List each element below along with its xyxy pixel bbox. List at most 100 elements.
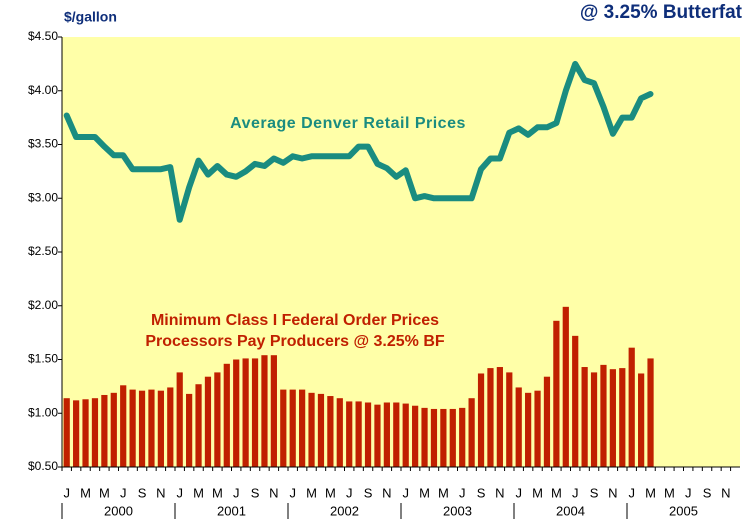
bar bbox=[638, 373, 645, 467]
bar bbox=[233, 359, 240, 467]
bar bbox=[430, 408, 438, 467]
bar bbox=[534, 390, 541, 467]
bar bbox=[647, 358, 654, 467]
x-tick-label: J bbox=[63, 485, 70, 500]
x-tick-label: N bbox=[156, 485, 165, 500]
bar bbox=[609, 369, 616, 467]
x-tick-label: N bbox=[269, 485, 278, 500]
y-tick-label: $4.50 bbox=[28, 29, 58, 43]
bar bbox=[402, 403, 409, 467]
x-tick-label: S bbox=[703, 485, 712, 500]
x-tick-label: J bbox=[572, 485, 579, 500]
year-label: 2005 bbox=[669, 503, 698, 518]
bar bbox=[412, 405, 419, 467]
bar bbox=[619, 368, 626, 467]
bar bbox=[195, 384, 202, 467]
year-label: 2004 bbox=[556, 503, 585, 518]
x-tick-label: M bbox=[664, 485, 675, 500]
bar bbox=[468, 398, 475, 467]
x-tick-label: M bbox=[551, 485, 562, 500]
bar bbox=[270, 355, 277, 467]
x-tick-label: N bbox=[382, 485, 391, 500]
x-tick-label: S bbox=[138, 485, 147, 500]
x-tick-label: J bbox=[459, 485, 466, 500]
x-tick-label: J bbox=[233, 485, 240, 500]
annotation: Minimum Class I Federal Order Prices bbox=[151, 312, 439, 329]
x-tick-label: S bbox=[590, 485, 599, 500]
bar bbox=[628, 347, 635, 467]
chart-title: @ 3.25% Butterfat bbox=[580, 2, 743, 23]
bar bbox=[364, 402, 372, 467]
x-tick-label: J bbox=[120, 485, 127, 500]
bar bbox=[506, 372, 513, 467]
x-tick-label: M bbox=[212, 485, 223, 500]
bar bbox=[562, 306, 569, 467]
bar bbox=[63, 398, 70, 467]
x-tick-label: J bbox=[176, 485, 183, 500]
bar bbox=[280, 389, 287, 467]
bar bbox=[129, 389, 136, 467]
bar bbox=[496, 367, 503, 467]
annotation: Average Denver Retail Prices bbox=[230, 115, 466, 132]
year-label: 2000 bbox=[104, 503, 133, 518]
bar bbox=[393, 402, 400, 467]
x-tick-label: M bbox=[325, 485, 336, 500]
x-tick-label: N bbox=[721, 485, 730, 500]
year-label: 2002 bbox=[330, 503, 359, 518]
bar bbox=[120, 385, 127, 467]
bar bbox=[101, 394, 108, 467]
y-tick-label: $2.00 bbox=[28, 298, 58, 312]
x-tick-label: S bbox=[251, 485, 260, 500]
bar bbox=[91, 398, 99, 467]
year-label: 2001 bbox=[217, 503, 246, 518]
bar bbox=[355, 401, 362, 467]
x-tick-label: N bbox=[495, 485, 504, 500]
x-tick-label: J bbox=[402, 485, 409, 500]
bar bbox=[148, 389, 155, 467]
bar bbox=[459, 407, 466, 467]
x-tick-label: M bbox=[306, 485, 317, 500]
bar bbox=[167, 387, 174, 467]
bar bbox=[515, 387, 522, 467]
x-tick-label: J bbox=[346, 485, 353, 500]
y-tick-label: $1.50 bbox=[28, 352, 58, 366]
y-tick-label: $4.00 bbox=[28, 83, 58, 97]
bar bbox=[73, 400, 80, 467]
bar bbox=[204, 376, 212, 467]
bar bbox=[336, 398, 343, 467]
bar bbox=[251, 358, 259, 467]
bar bbox=[553, 320, 560, 467]
y-tick-label: $3.00 bbox=[28, 190, 58, 204]
line bbox=[63, 60, 654, 223]
y-tick-label: $0.50 bbox=[28, 459, 58, 473]
bar bbox=[261, 355, 268, 467]
bar bbox=[299, 389, 306, 467]
bar bbox=[477, 373, 485, 467]
y-tick-label: $1.00 bbox=[28, 405, 58, 419]
bar bbox=[214, 372, 221, 467]
year-label: 2003 bbox=[443, 503, 472, 518]
bar bbox=[590, 372, 598, 467]
x-tick-label: M bbox=[99, 485, 110, 500]
x-tick-label: M bbox=[80, 485, 91, 500]
bar bbox=[421, 407, 428, 467]
x-tick-label: J bbox=[685, 485, 692, 500]
bar bbox=[82, 399, 89, 467]
bar bbox=[487, 368, 494, 467]
bar bbox=[308, 392, 315, 467]
bar bbox=[600, 364, 607, 467]
x-tick-label: J bbox=[515, 485, 522, 500]
x-tick-label: S bbox=[364, 485, 373, 500]
bar bbox=[186, 393, 193, 467]
bar bbox=[110, 392, 117, 467]
x-tick-label: N bbox=[608, 485, 617, 500]
bar bbox=[242, 358, 249, 467]
x-tick-label: M bbox=[193, 485, 204, 500]
bar bbox=[543, 376, 551, 467]
x-tick-label: M bbox=[532, 485, 543, 500]
bar bbox=[572, 335, 579, 467]
x-tick-label: J bbox=[289, 485, 296, 500]
bar bbox=[327, 396, 334, 467]
y-tick-label: $3.50 bbox=[28, 137, 58, 151]
